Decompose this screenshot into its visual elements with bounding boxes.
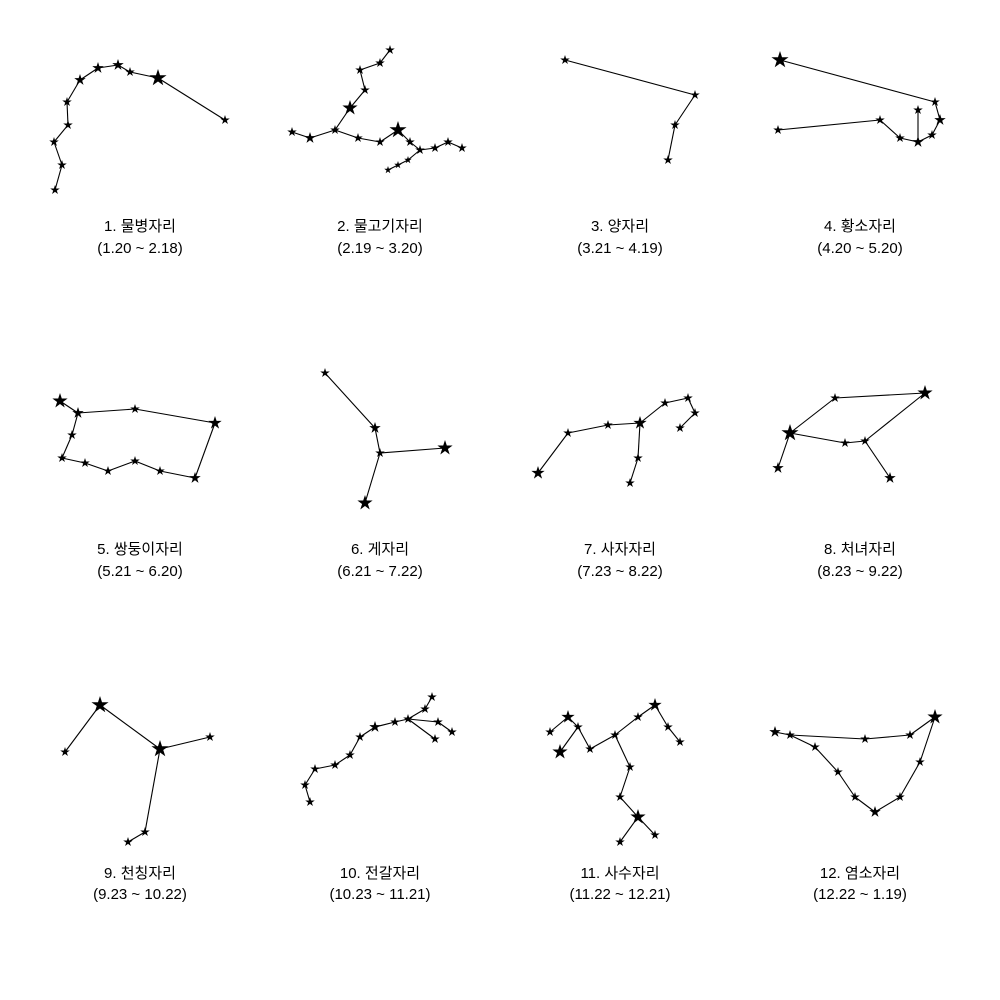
- constellation-title: 10. 전갈자리: [329, 863, 430, 885]
- constellation-caption: 2. 물고기자리 (2.19 ~ 3.20): [337, 216, 423, 260]
- constellation-caption: 10. 전갈자리 (10.23 ~ 11.21): [329, 863, 430, 907]
- constellation-taurus: 4. 황소자리 (4.20 ~ 5.20): [740, 30, 980, 313]
- constellation-figure: [40, 353, 240, 533]
- constellation-figure: [760, 677, 960, 857]
- constellation-dates: (9.23 ~ 10.22): [93, 884, 187, 906]
- constellation-figure: [280, 30, 480, 210]
- constellation-title: 5. 쌍둥이자리: [97, 539, 183, 561]
- constellation-svg: [40, 677, 240, 857]
- constellation-figure: [40, 30, 240, 210]
- constellation-title: 6. 게자리: [337, 539, 422, 561]
- constellation-gemini: 5. 쌍둥이자리 (5.21 ~ 6.20): [20, 353, 260, 636]
- constellation-svg: [40, 353, 240, 533]
- constellation-dates: (6.21 ~ 7.22): [337, 561, 422, 583]
- constellation-title: 9. 천칭자리: [93, 863, 187, 885]
- constellation-virgo: 8. 처녀자리 (8.23 ~ 9.22): [740, 353, 980, 636]
- constellation-dates: (10.23 ~ 11.21): [329, 884, 430, 906]
- constellation-dates: (11.22 ~ 12.21): [569, 884, 670, 906]
- constellation-pisces: 2. 물고기자리 (2.19 ~ 3.20): [260, 30, 500, 313]
- constellation-dates: (12.22 ~ 1.19): [813, 884, 907, 906]
- constellation-svg: [520, 30, 720, 210]
- constellation-dates: (4.20 ~ 5.20): [817, 238, 902, 260]
- constellation-title: 7. 사자자리: [577, 539, 662, 561]
- constellation-figure: [40, 677, 240, 857]
- constellation-dates: (5.21 ~ 6.20): [97, 561, 183, 583]
- constellation-title: 2. 물고기자리: [337, 216, 423, 238]
- constellation-figure: [760, 30, 960, 210]
- constellation-dates: (1.20 ~ 2.18): [97, 238, 182, 260]
- constellation-dates: (7.23 ~ 8.22): [577, 561, 662, 583]
- constellation-title: 12. 염소자리: [813, 863, 907, 885]
- constellation-svg: [280, 677, 480, 857]
- constellation-figure: [280, 677, 480, 857]
- constellation-scorpio: 10. 전갈자리 (10.23 ~ 11.21): [260, 677, 500, 960]
- constellation-svg: [760, 677, 960, 857]
- constellation-title: 1. 물병자리: [97, 216, 182, 238]
- constellation-svg: [520, 353, 720, 533]
- constellation-title: 4. 황소자리: [817, 216, 902, 238]
- constellation-aries: 3. 양자리 (3.21 ~ 4.19): [500, 30, 740, 313]
- constellation-caption: 6. 게자리 (6.21 ~ 7.22): [337, 539, 422, 583]
- constellation-caption: 12. 염소자리 (12.22 ~ 1.19): [813, 863, 907, 907]
- constellation-caption: 5. 쌍둥이자리 (5.21 ~ 6.20): [97, 539, 183, 583]
- constellation-svg: [760, 30, 960, 210]
- constellation-aquarius: 1. 물병자리 (1.20 ~ 2.18): [20, 30, 260, 313]
- constellation-figure: [520, 30, 720, 210]
- constellation-caption: 7. 사자자리 (7.23 ~ 8.22): [577, 539, 662, 583]
- constellation-figure: [760, 353, 960, 533]
- constellation-svg: [760, 353, 960, 533]
- constellation-caption: 8. 처녀자리 (8.23 ~ 9.22): [817, 539, 902, 583]
- constellation-svg: [280, 353, 480, 533]
- constellation-figure: [280, 353, 480, 533]
- constellation-svg: [40, 30, 240, 210]
- constellation-capricorn: 12. 염소자리 (12.22 ~ 1.19): [740, 677, 980, 960]
- constellation-caption: 1. 물병자리 (1.20 ~ 2.18): [97, 216, 182, 260]
- constellation-dates: (3.21 ~ 4.19): [577, 238, 662, 260]
- constellation-grid: 1. 물병자리 (1.20 ~ 2.18) 2. 물고기자리 (2.19 ~ 3…: [0, 0, 1000, 1000]
- constellation-title: 11. 사수자리: [569, 863, 670, 885]
- constellation-libra: 9. 천칭자리 (9.23 ~ 10.22): [20, 677, 260, 960]
- constellation-sagittarius: 11. 사수자리 (11.22 ~ 12.21): [500, 677, 740, 960]
- constellation-leo: 7. 사자자리 (7.23 ~ 8.22): [500, 353, 740, 636]
- constellation-figure: [520, 353, 720, 533]
- constellation-title: 8. 처녀자리: [817, 539, 902, 561]
- constellation-title: 3. 양자리: [577, 216, 662, 238]
- constellation-svg: [520, 677, 720, 857]
- constellation-caption: 9. 천칭자리 (9.23 ~ 10.22): [93, 863, 187, 907]
- constellation-caption: 11. 사수자리 (11.22 ~ 12.21): [569, 863, 670, 907]
- constellation-caption: 3. 양자리 (3.21 ~ 4.19): [577, 216, 662, 260]
- constellation-cancer: 6. 게자리 (6.21 ~ 7.22): [260, 353, 500, 636]
- constellation-caption: 4. 황소자리 (4.20 ~ 5.20): [817, 216, 902, 260]
- constellation-dates: (2.19 ~ 3.20): [337, 238, 423, 260]
- constellation-svg: [280, 30, 480, 210]
- constellation-dates: (8.23 ~ 9.22): [817, 561, 902, 583]
- constellation-figure: [520, 677, 720, 857]
